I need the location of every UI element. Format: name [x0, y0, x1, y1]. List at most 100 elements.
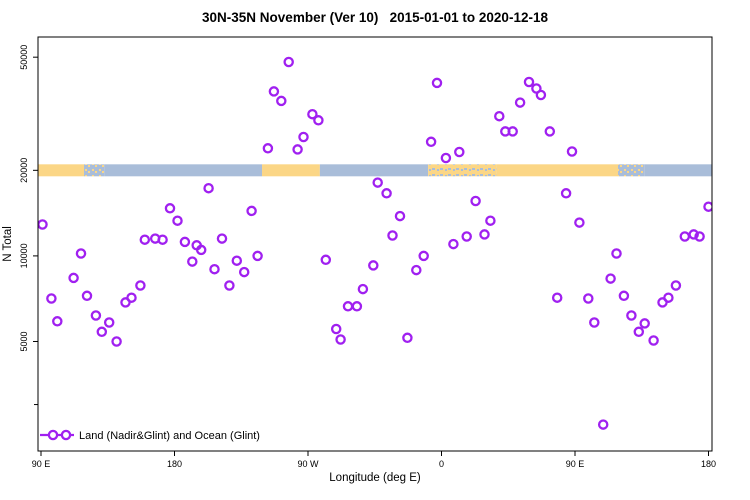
x-tick-label: 180 [167, 459, 182, 469]
data-points [38, 56, 712, 430]
data-point [335, 334, 346, 345]
data-point [663, 292, 674, 303]
data-point [611, 248, 622, 259]
data-point [402, 332, 413, 344]
data-point [179, 236, 191, 248]
data-point [231, 255, 243, 266]
map-band [38, 164, 712, 177]
legend: Land (Nadir&Glint) and Ocean (Glint) [40, 429, 260, 442]
data-point [566, 146, 578, 157]
data-point [164, 203, 176, 214]
data-point [187, 256, 198, 267]
data-point [387, 230, 398, 241]
data-point [589, 317, 600, 328]
data-point [425, 136, 437, 148]
x-tick-label: 180 [701, 459, 716, 469]
data-point [507, 126, 518, 137]
data-point [75, 248, 87, 259]
data-point [461, 231, 472, 242]
data-point [320, 254, 332, 266]
data-point [535, 89, 547, 101]
y-axis-label: N Total [2, 226, 14, 262]
map-band-segment-ocean [644, 164, 712, 177]
data-point [411, 264, 422, 276]
data-point [679, 231, 691, 242]
legend-point-icon [60, 429, 72, 441]
x-tick-label: 90 W [297, 459, 319, 469]
data-point [688, 229, 699, 240]
data-point [126, 292, 137, 303]
data-point [262, 143, 274, 154]
data-point [103, 317, 115, 328]
data-point [246, 205, 257, 217]
data-point [252, 250, 263, 262]
data-point [560, 188, 572, 199]
data-point [618, 290, 630, 302]
map-band-segment-land [496, 164, 619, 177]
data-point [626, 310, 637, 321]
data-point [514, 97, 526, 108]
data-point [639, 318, 650, 329]
data-point [703, 201, 712, 212]
data-point [307, 108, 318, 120]
data-point [172, 215, 183, 226]
data-point [597, 419, 609, 430]
data-point [38, 219, 48, 230]
data-point [372, 177, 383, 188]
data-point [283, 56, 294, 68]
data-point [52, 316, 63, 327]
data-point [454, 146, 465, 158]
data-point [298, 131, 309, 143]
data-point [448, 238, 459, 250]
data-point [357, 283, 369, 295]
data-point [238, 266, 250, 278]
data-point [195, 244, 207, 256]
data-point [670, 280, 682, 291]
map-band-segment-land [38, 164, 85, 177]
data-point [81, 290, 93, 302]
data-point [694, 231, 705, 242]
data-point [431, 77, 443, 89]
data-point [313, 115, 324, 126]
map-band-segment-islands [618, 164, 645, 177]
data-point [292, 144, 303, 155]
data-point [276, 95, 287, 107]
data-point [479, 229, 490, 240]
map-band-segment-ocean [319, 164, 429, 177]
map-band-segment-land [262, 164, 320, 177]
data-point [268, 86, 280, 97]
data-point [351, 301, 363, 312]
x-axis: 90 E 180 90 W 0 90 E 180 Longitude (deg E) [32, 451, 716, 484]
data-point [342, 301, 354, 312]
data-point [139, 234, 151, 245]
data-point [544, 126, 556, 137]
data-point [440, 152, 452, 164]
data-point [68, 272, 79, 284]
data-point [381, 188, 392, 199]
y-tick-label: 20000 [19, 158, 29, 183]
data-point [209, 263, 220, 275]
y-tick-label: 50000 [19, 45, 29, 70]
data-point [216, 233, 228, 244]
map-band-segment-ocean [104, 164, 263, 177]
data-point [90, 310, 102, 321]
x-axis-label: Longitude (deg E) [329, 472, 421, 484]
x-tick-label: 0 [439, 459, 444, 469]
data-point [648, 335, 659, 346]
plot-border [37, 36, 713, 452]
data-point [633, 326, 645, 338]
data-point [394, 210, 406, 222]
map-band-segment-islands [84, 164, 105, 177]
legend-label: Land (Nadir&Glint) and Ocean (Glint) [79, 430, 260, 442]
x-tick-label: 90 E [32, 459, 51, 469]
chart-title: 30N-35N November (Ver 10) 2015-01-01 to … [202, 10, 548, 25]
y-tick-label: 10000 [19, 243, 29, 268]
legend-point-icon [47, 429, 59, 441]
map-band-segment-coast-mix [428, 164, 497, 177]
data-point [583, 293, 594, 304]
data-point [368, 260, 379, 271]
data-point [96, 326, 108, 338]
data-point [470, 195, 481, 207]
data-point [574, 217, 585, 228]
